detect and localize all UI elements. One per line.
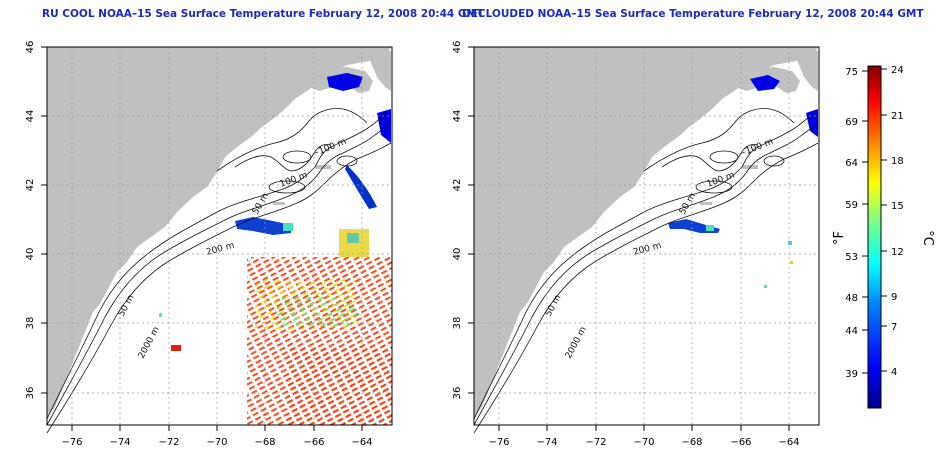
- right-x-tick-label: −72: [585, 437, 606, 448]
- colorbar-c-tick: 9: [891, 292, 897, 303]
- left-x-tick-label: −74: [109, 437, 130, 448]
- right-x-tick-label: −68: [681, 437, 702, 448]
- right-y-tick-label: 38: [452, 317, 463, 330]
- right-y-tick-label: 42: [452, 179, 463, 192]
- left-grid: [47, 47, 392, 425]
- left-x-tick-label: −70: [206, 437, 227, 448]
- right-panel-title: DECLOUDED NOAA–15 Sea Surface Temperatur…: [462, 8, 924, 20]
- left-x-tick-label: −72: [158, 437, 179, 448]
- colorbar-c-tick: 12: [891, 247, 904, 258]
- left-map-panel: −100 m 100 m 50 m 200 m 50 m 2000 m: [25, 41, 393, 448]
- colorbar-c-tick: 24: [891, 65, 904, 76]
- colorbar-f-tick: 69: [845, 117, 858, 128]
- colorbar-f-tick: 75: [845, 67, 858, 78]
- colorbar-c-tick: 21: [891, 111, 904, 122]
- colorbar-fahrenheit-label: °F: [832, 231, 847, 245]
- left-x-tick-label: −76: [61, 437, 82, 448]
- colorbar-c-tick: 4: [891, 367, 897, 378]
- colorbar-f-tick: 48: [845, 293, 858, 304]
- left-y-tick-label: 40: [25, 248, 36, 261]
- colorbar-c-tick: 7: [891, 322, 897, 333]
- colorbar-c-tick: 15: [891, 201, 904, 212]
- colorbar-celsius-label: °C: [920, 230, 935, 246]
- colorbar-c-tick: 18: [891, 156, 904, 167]
- right-y-tick-label: 46: [452, 41, 463, 54]
- left-sst-pixels: [159, 73, 392, 425]
- right-grid: [474, 47, 819, 425]
- colorbar-gradient: [867, 65, 882, 409]
- right-x-tick-label: −76: [488, 437, 509, 448]
- colorbar-f-tick: 59: [845, 200, 858, 211]
- left-plot-frame: [46, 46, 393, 426]
- left-panel-title: RU COOL NOAA–15 Sea Surface Temperature …: [42, 8, 485, 20]
- right-map-panel: −100 m 100 m 50 m 200 m 50 m 2000 m: [452, 41, 820, 448]
- right-y-tick-label: 36: [452, 387, 463, 400]
- colorbar-f-tick: 39: [845, 369, 858, 380]
- left-x-tick-label: −66: [303, 437, 324, 448]
- colorbar-f-tick: 53: [845, 252, 858, 263]
- left-x-tick-label: −68: [254, 437, 275, 448]
- colorbar-f-tick: 44: [845, 326, 858, 337]
- colorbar: 75 69 64 59 53 48 44 39 24 21 18 15 12 9…: [832, 65, 935, 409]
- right-y-tick-label: 44: [452, 110, 463, 123]
- right-plot-frame: [473, 46, 820, 426]
- colorbar-f-tick: 64: [845, 158, 858, 169]
- right-x-tick-label: −66: [730, 437, 751, 448]
- left-y-tick-label: 44: [25, 110, 36, 123]
- left-y-tick-label: 36: [25, 387, 36, 400]
- left-y-tick-label: 46: [25, 41, 36, 54]
- left-y-tick-label: 42: [25, 179, 36, 192]
- right-y-tick-label: 40: [452, 248, 463, 261]
- left-x-tick-label: −64: [351, 437, 372, 448]
- left-y-tick-label: 38: [25, 317, 36, 330]
- right-x-tick-label: −74: [536, 437, 557, 448]
- right-x-tick-label: −64: [778, 437, 799, 448]
- right-x-tick-label: −70: [633, 437, 654, 448]
